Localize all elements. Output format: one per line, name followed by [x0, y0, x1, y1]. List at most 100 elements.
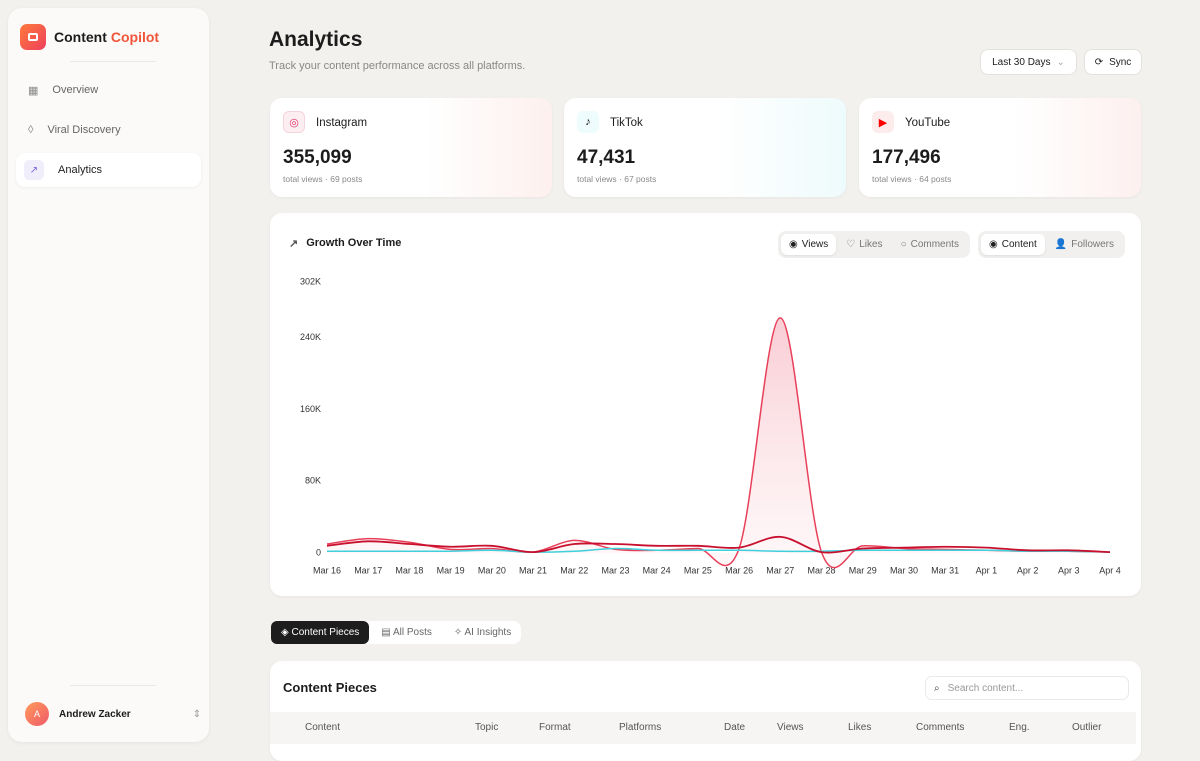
- brand-first: Content: [54, 29, 107, 45]
- metric[interactable]: ○ Comments: [900, 239, 959, 250]
- series-line: [326, 535, 1111, 554]
- y-tick-label: 302K: [300, 276, 321, 286]
- brand-logo: [20, 24, 46, 50]
- metric[interactable]: ♡ Likes: [846, 239, 883, 250]
- x-tick-label: Mar 28: [808, 565, 836, 575]
- column-header: Likes: [848, 722, 872, 733]
- x-tick-label: Apr 4: [1099, 565, 1121, 575]
- x-tick-label: Mar 18: [395, 565, 423, 575]
- page-subtitle: Track your content performance across al…: [269, 60, 526, 72]
- chevron: ⇕: [192, 708, 202, 720]
- chart-card: [270, 213, 1141, 596]
- platform-caption: total views · 64 posts: [872, 174, 952, 184]
- divider: [70, 61, 156, 62]
- x-tick-label: Mar 24: [643, 565, 671, 575]
- search-placeholder: Search content...: [947, 682, 1024, 694]
- x-tick-label: Apr 1: [976, 565, 998, 575]
- user-name: Andrew Zacker: [59, 708, 131, 720]
- platform-caption: total views · 69 posts: [283, 174, 363, 184]
- nav-item[interactable]: ↗ Analytics: [16, 153, 201, 187]
- column-header: Outlier: [1072, 722, 1102, 733]
- platform-name: YouTube: [905, 117, 951, 129]
- platform-total: 355,099: [283, 147, 352, 168]
- column-header: Platforms: [619, 722, 662, 733]
- platform-total: 177,496: [872, 147, 941, 168]
- platform-card[interactable]: ♪ TikTok 47,431 total views · 67 posts: [564, 98, 846, 197]
- avatar: A: [25, 702, 49, 726]
- y-tick-label: 240K: [300, 332, 321, 342]
- chart-heading: ↗ Growth Over Time: [289, 237, 402, 250]
- y-tick-label: 80K: [305, 476, 321, 486]
- x-tick-label: Mar 27: [766, 565, 794, 575]
- mode[interactable]: 👤 Followers: [1054, 239, 1115, 250]
- range-select[interactable]: Last 30 Days ⌄: [980, 49, 1077, 75]
- metric-label: Likes: [859, 239, 883, 250]
- platform-icon: ♪: [577, 111, 599, 133]
- platform-card[interactable]: ▶ YouTube 177,496 total views · 64 posts: [859, 98, 1141, 197]
- brand[interactable]: Content Copilot: [20, 24, 159, 50]
- x-tick-label: Mar 21: [519, 565, 547, 575]
- platform-caption: total views · 67 posts: [577, 174, 657, 184]
- column-header: Format: [539, 722, 571, 733]
- column-header: Comments: [916, 722, 965, 733]
- platform-icon: ▶: [872, 111, 894, 133]
- column-header: Eng.: [1009, 722, 1030, 733]
- metric-label: Comments: [910, 239, 959, 250]
- series-line: [326, 317, 1111, 569]
- x-tick-label: Mar 22: [560, 565, 588, 575]
- x-tick-label: Apr 2: [1017, 565, 1039, 575]
- tab-label: Content Pieces: [291, 627, 360, 638]
- mode[interactable]: ◉ Content: [981, 234, 1045, 255]
- y-tick-label: 160K: [300, 404, 321, 414]
- x-tick-label: Mar 26: [725, 565, 753, 575]
- tab[interactable]: ✧ AI Insights: [453, 627, 512, 638]
- table-card: Content Pieces ⌕ Search content... Conten…: [270, 661, 1141, 761]
- chart: 0 80K 160K 240K 302K Mar 16 Mar 17 Mar 18 Mar 19…: [300, 276, 1121, 575]
- tab-label: All Posts: [392, 627, 432, 638]
- nav-item[interactable]: ◊ Viral Discovery: [28, 124, 121, 136]
- x-tick-label: Mar 25: [684, 565, 712, 575]
- platform-icon: ◎: [283, 111, 305, 133]
- search-box[interactable]: ⌕ Search content...: [925, 676, 1129, 700]
- metric-toggle: ◉ Views ♡ Likes ○ Comments: [778, 231, 970, 258]
- x-tick-label: Mar 19: [437, 565, 465, 575]
- mode-label: Content: [1001, 239, 1037, 250]
- page-title: Analytics: [269, 28, 363, 51]
- x-tick-label: Mar 23: [601, 565, 629, 575]
- metric[interactable]: ◉ Views: [781, 234, 837, 255]
- tabs: ◈ Content Pieces ▤ All Posts ✧ AI Insigh…: [271, 621, 522, 644]
- nav-label: Analytics: [58, 164, 103, 176]
- column-header: Views: [777, 722, 804, 733]
- platform-name: Instagram: [316, 117, 368, 129]
- tab-label: AI Insights: [464, 627, 512, 638]
- divider: [70, 685, 156, 686]
- y-tick-label: 0: [316, 547, 321, 557]
- table-title: Content Pieces: [283, 680, 377, 695]
- nav-label: Viral Discovery: [47, 124, 121, 136]
- range-label: Last 30 Days: [992, 56, 1051, 68]
- x-tick-label: Mar 20: [478, 565, 506, 575]
- x-tick-label: Mar 30: [890, 565, 918, 575]
- column-header: Date: [724, 722, 746, 733]
- user[interactable]: A Andrew Zacker ⇕: [25, 702, 201, 726]
- mode-label: Followers: [1071, 239, 1115, 250]
- platform-name: TikTok: [610, 117, 643, 129]
- x-tick-label: Mar 16: [313, 565, 341, 575]
- x-tick-label: Mar 31: [931, 565, 959, 575]
- chart-title: Growth Over Time: [306, 237, 402, 249]
- platform-total: 47,431: [577, 147, 636, 168]
- platform-card[interactable]: ◎ Instagram 355,099 total views · 69 posts: [270, 98, 552, 197]
- column-header: Content: [305, 722, 341, 733]
- series-area: [327, 317, 1110, 568]
- nav-item[interactable]: ▦ Overview: [28, 84, 99, 97]
- x-tick-label: Apr 3: [1058, 565, 1080, 575]
- sync-label: Sync: [1109, 56, 1132, 68]
- tab[interactable]: ▤ All Posts: [381, 627, 432, 638]
- x-tick-label: Mar 29: [849, 565, 877, 575]
- column-header: Topic: [475, 722, 499, 733]
- table-header: Content Topic Format Platforms Date Views Like…: [270, 712, 1136, 744]
- sidebar: [8, 8, 209, 742]
- tab[interactable]: ◈ Content Pieces: [271, 621, 370, 644]
- sync-button[interactable]: ⟳ Sync: [1084, 49, 1142, 75]
